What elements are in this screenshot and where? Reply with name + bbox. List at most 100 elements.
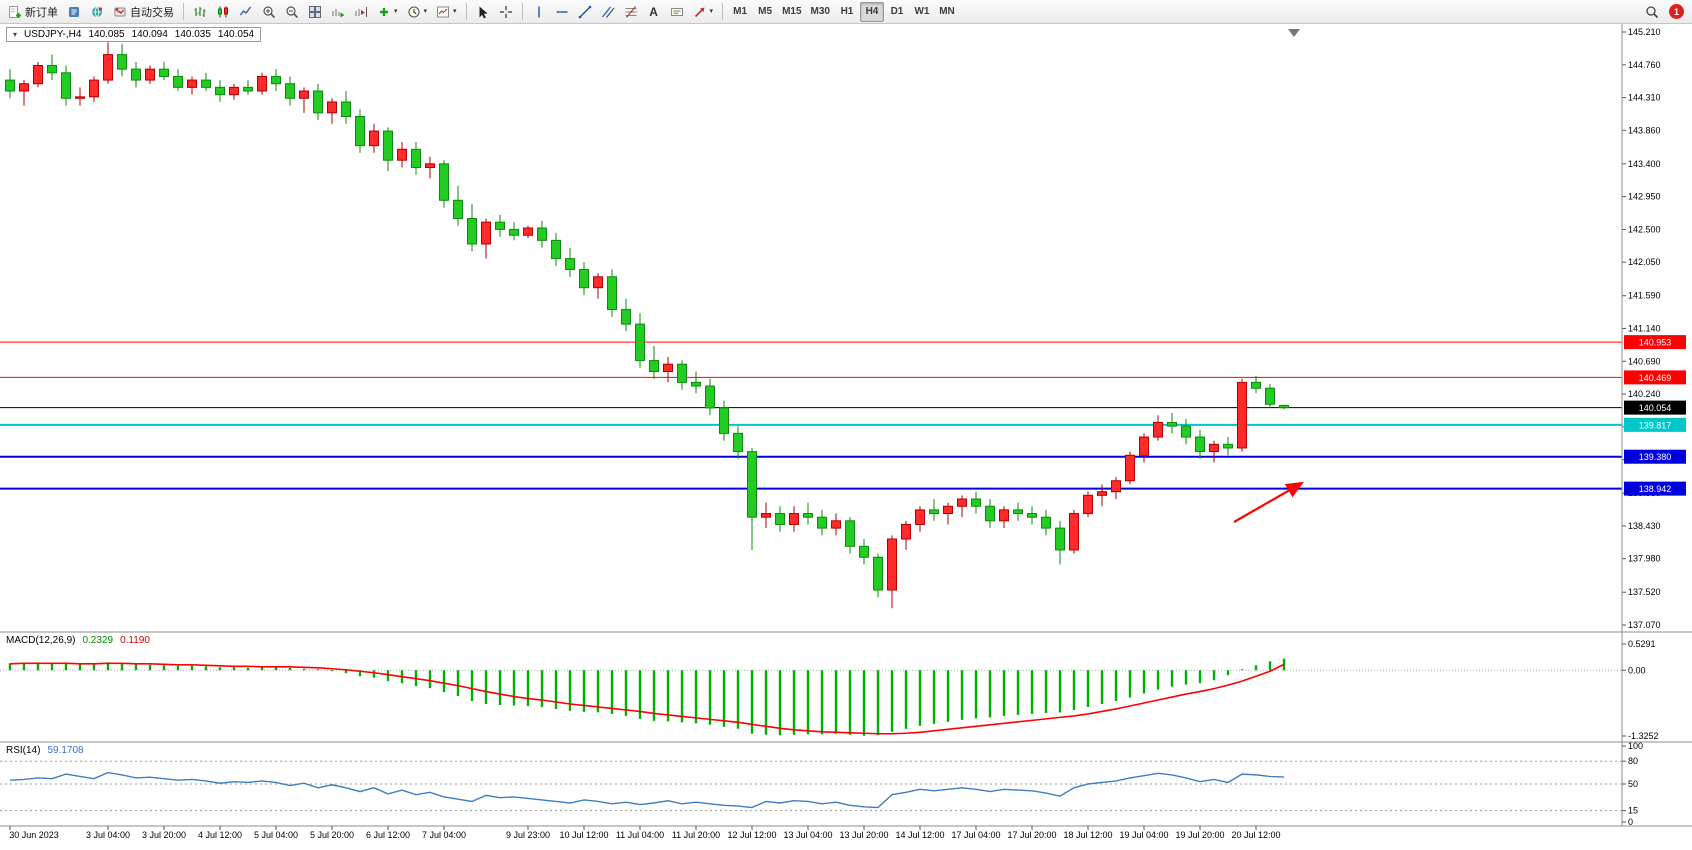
chart-shift-icon <box>355 6 367 17</box>
candles-group <box>5 42 1289 609</box>
time-axis-label: 7 Jul 04:00 <box>422 830 466 840</box>
candle-body <box>285 83 295 99</box>
time-axis-label: 3 Jul 20:00 <box>142 830 186 840</box>
timeframe-button-m30[interactable]: M30 <box>807 2 834 22</box>
text-label-button[interactable] <box>666 2 688 22</box>
window-menu-icon[interactable]: ▾ <box>13 30 18 39</box>
text-button[interactable]: A <box>643 2 665 22</box>
auto-trading-icon <box>114 7 126 16</box>
candle-body <box>817 516 827 529</box>
indicators-button[interactable]: ▾ <box>373 2 402 22</box>
candle-body <box>1013 509 1023 515</box>
line-chart-button[interactable] <box>235 2 257 22</box>
candle-body <box>243 86 253 92</box>
candle-body <box>271 75 281 85</box>
chart-shift-marker[interactable] <box>1288 29 1300 37</box>
chevron-down-icon: ▾ <box>423 8 428 15</box>
timeframe-button-d1[interactable]: D1 <box>885 2 909 22</box>
candle-body <box>355 116 365 147</box>
candle-body <box>117 54 127 70</box>
hlines-group <box>0 341 1622 490</box>
rsi-value: 59.1708 <box>47 745 84 756</box>
timeframe-button-w1[interactable]: W1 <box>910 2 934 22</box>
chevron-down-icon: ▾ <box>709 8 714 15</box>
candle-body <box>1041 516 1051 529</box>
new-order-button[interactable]: 新订单 <box>4 2 62 22</box>
tile-windows-icon <box>309 5 321 18</box>
candle-body <box>369 130 379 147</box>
tile-windows-button[interactable] <box>304 2 326 22</box>
line-studies-toolbar-group: A ▾ <box>528 2 718 22</box>
cursor-button[interactable] <box>472 2 494 22</box>
arrows-button[interactable]: ▾ <box>689 2 718 22</box>
candle-body <box>1195 436 1205 453</box>
zoom-out-button[interactable] <box>281 2 303 22</box>
price-tag-139-817[interactable] <box>1624 417 1686 432</box>
line-chart-icon <box>239 6 252 15</box>
price-axis-label: 144.760 <box>1628 60 1661 70</box>
macd-label: MACD(12,26,9) <box>6 635 76 646</box>
crosshair-button[interactable] <box>495 2 517 22</box>
bar-chart-icon <box>194 6 206 17</box>
zoom-out-icon <box>286 5 299 18</box>
candle-body <box>985 505 995 522</box>
metaeditor-button[interactable] <box>63 2 85 22</box>
candle-body <box>593 276 603 289</box>
candle-body <box>523 227 533 236</box>
vertical-line-button[interactable] <box>528 2 550 22</box>
metaeditor-icon <box>69 6 79 17</box>
macd-header: MACD(12,26,9) 0.2329 0.1190 <box>6 635 150 646</box>
candle-body <box>299 90 309 99</box>
candle-body <box>1027 513 1037 518</box>
auto-trading-button[interactable]: 自动交易 <box>109 2 178 22</box>
candle-body <box>747 451 757 518</box>
timeframe-button-h1[interactable]: H1 <box>835 2 859 22</box>
candle-body <box>33 65 43 85</box>
price-axis-label: 137.520 <box>1628 587 1661 597</box>
price-tag-138-942[interactable] <box>1624 481 1686 496</box>
toolbar-separator <box>465 3 467 20</box>
notification-badge[interactable]: 1 <box>1669 4 1684 19</box>
price-tag-140-469[interactable] <box>1624 370 1686 385</box>
rsi-axis: 100 80 50 150 <box>1622 741 1643 827</box>
candle-body <box>1223 443 1233 449</box>
candle-body <box>803 513 813 518</box>
candle-body <box>215 86 225 96</box>
arrows-icon <box>694 7 705 17</box>
price-tag-139-380[interactable] <box>1624 449 1686 464</box>
timeframe-group: M1 M5 M15 M30 H1 H4 D1 W1 MN <box>728 1 959 22</box>
candle-body <box>859 545 869 558</box>
trendline-button[interactable] <box>574 2 596 22</box>
time-axis-label: 6 Jul 12:00 <box>366 830 410 840</box>
price-tag-140-054[interactable] <box>1624 400 1686 415</box>
timeframe-button-h4[interactable]: H4 <box>859 1 884 22</box>
candlestick-button[interactable] <box>212 2 234 22</box>
auto-scroll-button[interactable] <box>327 2 349 22</box>
timeframe-button-m5[interactable]: M5 <box>753 2 777 22</box>
candle-body <box>201 79 211 88</box>
horizontal-line-button[interactable] <box>551 2 573 22</box>
timeframe-button-mn[interactable]: MN <box>935 2 959 22</box>
templates-button[interactable]: ▾ <box>432 2 461 22</box>
equidistant-channel-button[interactable] <box>597 2 619 22</box>
annotation-arrow[interactable] <box>1233 481 1304 523</box>
periods-button[interactable]: ▾ <box>403 2 432 22</box>
cursor-toolbar-group <box>472 2 517 22</box>
timeframe-button-m1[interactable]: M1 <box>728 2 752 22</box>
zoom-in-button[interactable] <box>258 2 280 22</box>
candle-body <box>873 556 883 591</box>
time-axis-label: 11 Jul 04:00 <box>616 830 664 840</box>
fibonacci-button[interactable] <box>620 2 642 22</box>
search-button[interactable] <box>1641 2 1663 22</box>
time-axis-label: 3 Jul 04:00 <box>86 830 130 840</box>
bar-chart-button[interactable] <box>189 2 211 22</box>
price-tag-label: 140.054 <box>1639 403 1672 413</box>
time-axis-label: 5 Jul 04:00 <box>254 830 298 840</box>
price-axis-label: 138.430 <box>1628 521 1661 531</box>
timeframe-button-m15[interactable]: M15 <box>778 2 805 22</box>
candle-body <box>495 221 505 230</box>
price-tag-140-953[interactable] <box>1624 335 1686 350</box>
chart-shift-button[interactable] <box>350 2 372 22</box>
candle-body <box>719 407 729 434</box>
market-button[interactable] <box>86 2 108 22</box>
